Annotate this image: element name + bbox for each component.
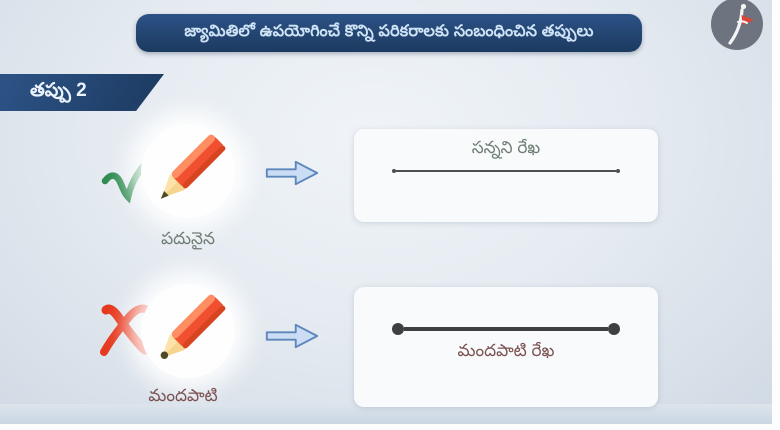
cross-icon xyxy=(100,304,152,356)
line-endpoint xyxy=(608,323,620,335)
slide-title: జ్యామితిలో ఉపయోగించే కొన్ని పరికరాలకు సం… xyxy=(184,23,594,40)
mistake-badge: తప్పు 2 xyxy=(0,74,164,111)
pencil-icon xyxy=(160,134,226,199)
tool-circle xyxy=(141,124,235,218)
person-with-flag-icon xyxy=(711,0,763,50)
right-arrow-icon xyxy=(265,323,319,349)
result-label: సన్నని రేఖ xyxy=(471,138,541,157)
tool-label: పదునైన xyxy=(161,229,215,248)
tool-label: మందపాటి xyxy=(148,386,218,405)
line-endpoint xyxy=(392,323,404,335)
thick-line-segment xyxy=(392,323,620,335)
line-body xyxy=(396,170,616,172)
right-arrow-icon xyxy=(265,160,319,186)
pencil-icon xyxy=(160,294,226,360)
right-margin xyxy=(772,0,780,430)
thin-line-segment xyxy=(392,169,620,173)
result-label: మందపాటి రేఖ xyxy=(457,341,555,360)
brand-logo xyxy=(710,0,764,51)
result-card: మందపాటి రేఖ xyxy=(354,287,658,407)
line-endpoint xyxy=(392,169,396,173)
check-icon xyxy=(101,146,167,204)
line-body xyxy=(404,327,608,331)
mistake-badge-label: తప్పు 2 xyxy=(30,79,87,101)
title-banner: జ్యామితిలో ఉపయోగించే కొన్ని పరికరాలకు సం… xyxy=(136,14,642,52)
bottom-margin xyxy=(0,424,780,430)
bottom-band xyxy=(0,404,772,424)
line-endpoint xyxy=(616,169,620,173)
tool-circle xyxy=(141,284,235,378)
result-card: సన్నని రేఖ xyxy=(354,129,658,222)
